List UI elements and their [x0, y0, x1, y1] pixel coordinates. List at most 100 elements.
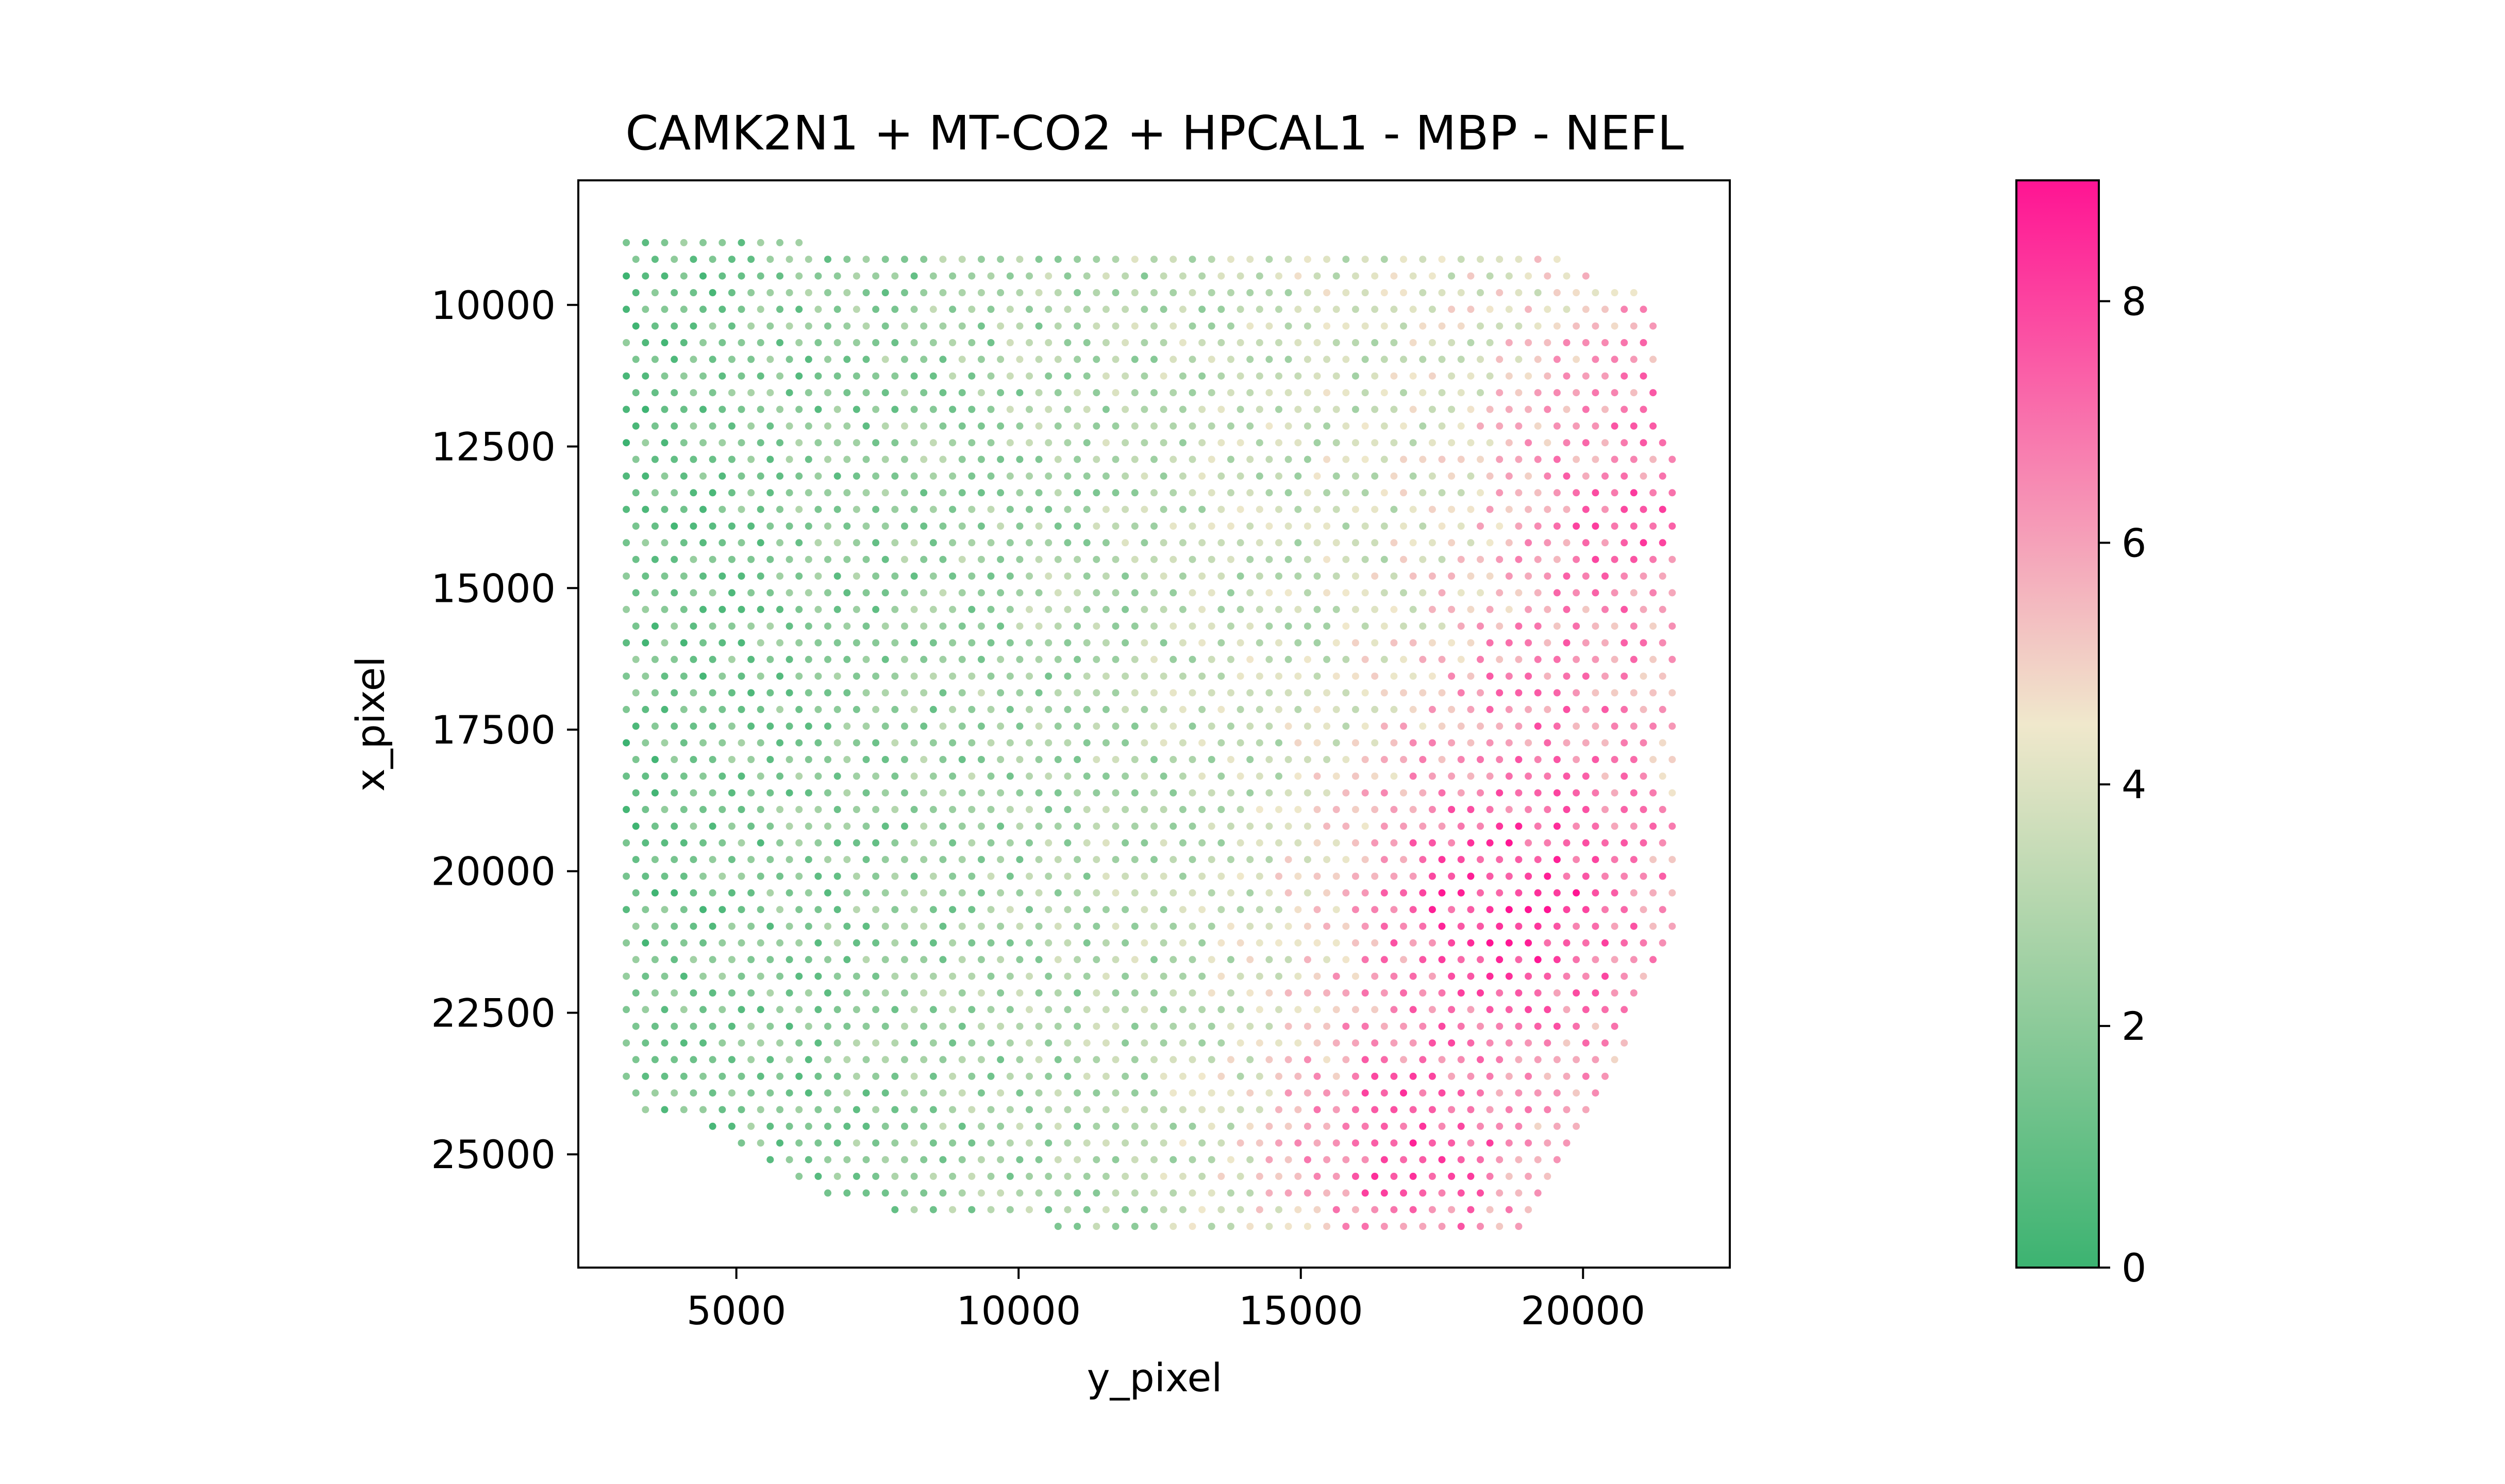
scatter-point — [920, 822, 928, 830]
scatter-point — [709, 589, 716, 597]
scatter-point — [1006, 472, 1014, 480]
scatter-point — [814, 639, 822, 647]
scatter-point — [881, 689, 889, 697]
scatter-point — [939, 989, 947, 997]
scatter-point — [968, 1206, 976, 1213]
scatter-point — [1246, 1089, 1254, 1097]
scatter-point — [1074, 1056, 1081, 1064]
scatter-point — [929, 1206, 937, 1213]
scatter-point — [623, 1072, 630, 1080]
scatter-point — [1304, 289, 1311, 296]
scatter-point — [958, 822, 966, 830]
scatter-point — [1170, 889, 1177, 897]
scatter-point — [1122, 1039, 1129, 1047]
scatter-point — [958, 456, 966, 463]
scatter-point — [1563, 272, 1571, 280]
scatter-point — [1323, 1056, 1331, 1064]
scatter-point — [1361, 822, 1369, 830]
scatter-point — [1275, 406, 1282, 413]
scatter-point — [939, 789, 947, 797]
scatter-point — [814, 1139, 822, 1147]
scatter-point — [1035, 555, 1043, 563]
scatter-point — [1457, 756, 1465, 763]
scatter-point — [1525, 472, 1532, 480]
scatter-point — [1611, 389, 1618, 397]
scatter-point — [805, 289, 812, 296]
scatter-point — [738, 705, 745, 713]
scatter-point — [1640, 472, 1647, 480]
scatter-point — [1621, 572, 1628, 580]
scatter-point — [910, 705, 918, 713]
scatter-point — [757, 705, 764, 713]
scatter-point — [1467, 372, 1475, 380]
scatter-point — [1467, 906, 1475, 914]
scatter-point — [661, 705, 669, 713]
scatter-point — [1150, 356, 1158, 363]
scatter-point — [1122, 605, 1129, 613]
scatter-point — [987, 372, 995, 380]
scatter-point — [805, 622, 812, 630]
scatter-point — [1045, 739, 1053, 747]
scatter-point — [1006, 1072, 1014, 1080]
scatter-point — [1035, 922, 1043, 930]
scatter-point — [929, 372, 937, 380]
scatter-point — [881, 589, 889, 597]
scatter-point — [920, 789, 928, 797]
scatter-point — [1074, 1122, 1081, 1130]
scatter-point — [1227, 822, 1234, 830]
scatter-point — [872, 505, 880, 513]
scatter-point — [1332, 772, 1340, 780]
scatter-point — [862, 989, 870, 997]
scatter-point — [1467, 972, 1475, 980]
scatter-point — [1026, 639, 1033, 647]
scatter-point — [690, 1089, 697, 1097]
scatter-point — [939, 522, 947, 530]
scatter-point — [977, 789, 985, 797]
scatter-point — [1477, 722, 1484, 730]
scatter-point — [1064, 339, 1072, 346]
scatter-point — [680, 539, 688, 547]
scatter-point — [1553, 1156, 1561, 1163]
scatter-point — [1592, 822, 1599, 830]
scatter-point — [1515, 389, 1523, 397]
scatter-point — [910, 339, 918, 346]
scatter-point — [1256, 906, 1263, 914]
scatter-point — [929, 505, 937, 513]
scatter-point — [1198, 1206, 1206, 1213]
scatter-point — [1284, 1189, 1292, 1197]
scatter-point — [776, 406, 783, 413]
scatter-point — [1265, 256, 1273, 263]
scatter-point — [1045, 1006, 1053, 1014]
scatter-point — [690, 722, 697, 730]
scatter-point — [642, 339, 649, 346]
scatter-point — [1026, 339, 1033, 346]
scatter-point — [1054, 889, 1062, 897]
scatter-point — [661, 1106, 669, 1114]
scatter-point — [977, 889, 985, 897]
scatter-point — [1467, 839, 1475, 847]
scatter-point — [738, 806, 745, 813]
scatter-point — [843, 589, 851, 597]
scatter-point — [1573, 422, 1580, 430]
scatter-point — [1553, 989, 1561, 997]
scatter-point — [786, 389, 793, 397]
scatter-point — [1477, 822, 1484, 830]
scatter-point — [1601, 572, 1609, 580]
scatter-point — [651, 256, 659, 263]
scatter-point — [920, 289, 928, 296]
scatter-point — [1649, 489, 1657, 497]
scatter-point — [1102, 1072, 1110, 1080]
scatter-point — [1409, 739, 1417, 747]
scatter-point — [997, 989, 1005, 997]
scatter-point — [728, 1089, 736, 1097]
scatter-point — [920, 1022, 928, 1030]
scatter-point — [1515, 655, 1523, 663]
scatter-point — [1093, 822, 1100, 830]
scatter-point — [872, 539, 880, 547]
scatter-point — [939, 1022, 947, 1030]
scatter-point — [891, 872, 899, 880]
scatter-point — [1054, 289, 1062, 296]
scatter-point — [1630, 722, 1638, 730]
scatter-point — [699, 639, 707, 647]
scatter-point — [901, 1156, 908, 1163]
